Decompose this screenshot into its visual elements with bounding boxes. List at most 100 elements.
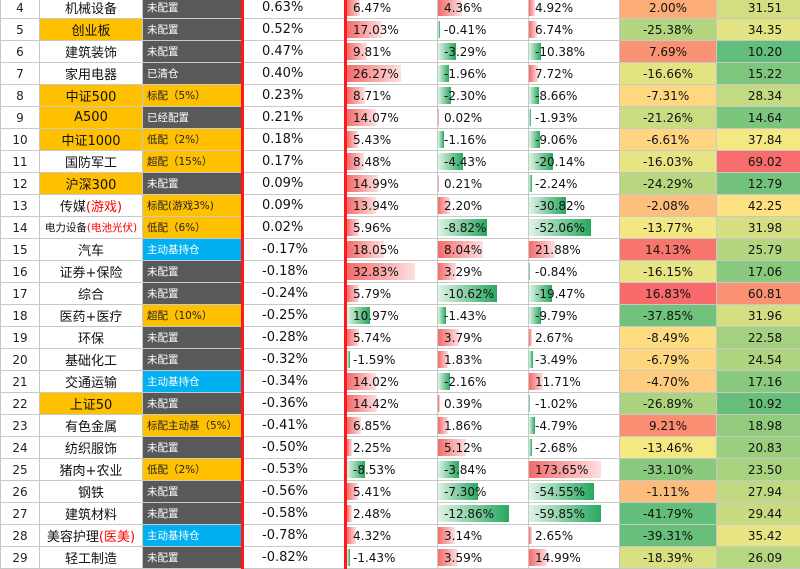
change-col-2: -7.30%: [438, 481, 529, 503]
sector-name-text: 证券+保险: [60, 266, 123, 281]
change-col-1-value: 4.32%: [353, 529, 391, 543]
sector-name-text: 建筑材料: [65, 508, 117, 523]
sector-name-text: 轻工制造: [65, 552, 117, 567]
change-col-2-bar: [438, 21, 440, 38]
sector-name-note: (电池光伏): [87, 222, 137, 234]
change-col-3: -2.24%: [529, 173, 620, 195]
pe-value: 42.25: [717, 195, 800, 217]
sector-name-text: 综合: [78, 288, 104, 303]
allocation-tag: 标配主动基（5%）: [143, 415, 243, 437]
sector-name-text: 医药+医疗: [60, 310, 123, 325]
change-col-3-value: -2.24%: [535, 177, 577, 191]
change-col-2: 0.39%: [438, 393, 529, 415]
change-col-2: 8.04%: [438, 239, 529, 261]
allocation-tag: 已经配置: [143, 107, 243, 129]
pe-value: 60.81: [717, 283, 800, 305]
change-col-4: -16.15%: [620, 261, 717, 283]
daily-change: -0.17%: [243, 239, 346, 261]
pe-value: 12.79: [717, 173, 800, 195]
change-col-3-value: -9.06%: [535, 133, 577, 147]
change-col-1: 5.79%: [346, 283, 438, 305]
change-col-3: -10.38%: [529, 41, 620, 63]
daily-change: 0.52%: [243, 19, 346, 41]
row-index: 5: [1, 19, 40, 41]
sector-name-text: 基础化工: [65, 354, 117, 369]
row-index: 20: [1, 349, 40, 371]
pe-value: 20.83: [717, 437, 800, 459]
sector-name: 轻工制造: [40, 547, 143, 569]
change-col-2: -12.86%: [438, 503, 529, 525]
row-index: 13: [1, 195, 40, 217]
change-col-2: 5.12%: [438, 437, 529, 459]
change-col-3-bar: [529, 0, 535, 16]
row-index: 16: [1, 261, 40, 283]
change-col-2-value: -3.29%: [444, 45, 486, 59]
change-col-2: 3.79%: [438, 327, 529, 349]
change-col-3-bar: [529, 175, 532, 192]
allocation-tag: 未配置: [143, 481, 243, 503]
allocation-tag: 未配置: [143, 503, 243, 525]
pe-value: 18.98: [717, 415, 800, 437]
change-col-3-bar: [529, 329, 532, 346]
change-col-2-value: -1.43%: [444, 309, 486, 323]
row-index: 28: [1, 525, 40, 547]
change-col-1: 17.03%: [346, 19, 438, 41]
pe-value: 69.02: [717, 151, 800, 173]
sector-name: 汽车: [40, 239, 143, 261]
daily-change: 0.17%: [243, 151, 346, 173]
change-col-2-value: -8.82%: [444, 221, 486, 235]
change-col-4: -16.66%: [620, 63, 717, 85]
allocation-tag: 未配置: [143, 283, 243, 305]
pe-value: 10.20: [717, 41, 800, 63]
sector-name: 猪肉+农业: [40, 459, 143, 481]
change-col-2-value: 3.29%: [444, 265, 482, 279]
daily-change: 0.18%: [243, 129, 346, 151]
change-col-2-value: 1.83%: [444, 353, 482, 367]
change-col-1: 6.85%: [346, 415, 438, 437]
change-col-3-value: -10.38%: [535, 45, 585, 59]
allocation-tag: 未配置: [143, 41, 243, 63]
change-col-2-value: 2.20%: [444, 199, 482, 213]
pe-value: 15.22: [717, 63, 800, 85]
change-col-3-value: 11.71%: [535, 375, 581, 389]
change-col-3: -4.79%: [529, 415, 620, 437]
daily-change: -0.18%: [243, 261, 346, 283]
change-col-3: 11.71%: [529, 371, 620, 393]
change-col-1-value: 5.43%: [353, 133, 391, 147]
change-col-3-value: -3.49%: [535, 353, 577, 367]
sector-name: 美容护理(医美): [40, 525, 143, 547]
row-index: 12: [1, 173, 40, 195]
row-index: 27: [1, 503, 40, 525]
change-col-4: -13.46%: [620, 437, 717, 459]
change-col-3: -0.84%: [529, 261, 620, 283]
change-col-1: 14.02%: [346, 371, 438, 393]
change-col-1-value: 32.83%: [353, 265, 399, 279]
change-col-1-bar: [347, 549, 350, 566]
daily-change: -0.56%: [243, 481, 346, 503]
change-col-2-value: -2.16%: [444, 375, 486, 389]
table-row: 4机械设备未配置0.63%6.47%4.36%4.92%2.00%31.5157…: [1, 0, 800, 19]
change-col-4: -37.85%: [620, 305, 717, 327]
change-col-1: 32.83%: [346, 261, 438, 283]
sector-name: 中证1000: [40, 129, 143, 151]
change-col-1: 13.94%: [346, 195, 438, 217]
sector-name-text: 电力设备: [45, 222, 87, 234]
change-col-4: 9.21%: [620, 415, 717, 437]
sector-name: 综合: [40, 283, 143, 305]
row-index: 25: [1, 459, 40, 481]
allocation-tag: 已清仓: [143, 63, 243, 85]
change-col-3-value: -54.55%: [535, 485, 585, 499]
change-col-3-bar: [529, 395, 530, 412]
change-col-3: -2.68%: [529, 437, 620, 459]
change-col-3-value: 6.74%: [535, 23, 573, 37]
row-index: 9: [1, 107, 40, 129]
row-index: 6: [1, 41, 40, 63]
change-col-3-value: -1.93%: [535, 111, 577, 125]
change-col-3: -3.49%: [529, 349, 620, 371]
